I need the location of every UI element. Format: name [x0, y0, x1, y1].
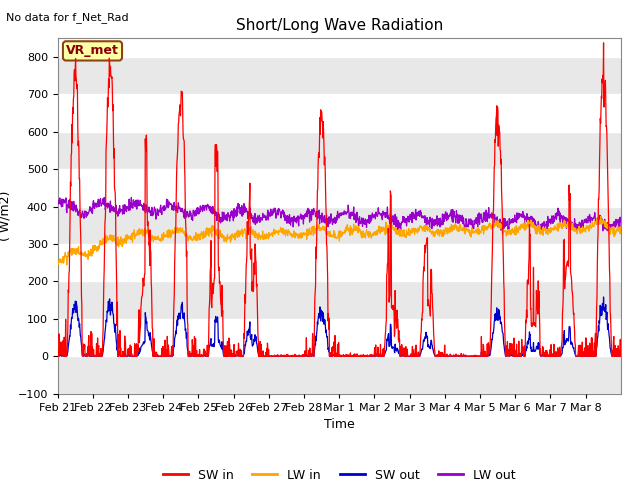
SW out — [142, 314, 150, 320]
LW in — [596, 214, 604, 219]
X-axis label: Time: Time — [324, 418, 355, 431]
Legend: SW in, LW in, SW out, LW out: SW in, LW in, SW out, LW out — [157, 464, 521, 480]
SW out — [617, 353, 625, 359]
SW in — [472, 352, 480, 358]
Bar — [58, 207, 621, 244]
SW out — [314, 322, 321, 327]
SW out — [54, 353, 61, 359]
Bar — [58, 132, 621, 169]
LW in — [617, 224, 625, 230]
LW in — [611, 234, 618, 240]
LW out — [325, 220, 333, 226]
Bar — [58, 281, 621, 319]
LW in — [325, 229, 333, 235]
SW out — [610, 350, 618, 356]
Line: SW in: SW in — [58, 43, 621, 356]
LW out — [473, 221, 481, 227]
SW out — [600, 294, 607, 300]
LW in — [54, 260, 61, 266]
LW out — [611, 218, 618, 224]
SW in — [610, 334, 618, 339]
LW in — [314, 225, 322, 230]
SW in — [555, 353, 563, 359]
Title: Short/Long Wave Radiation: Short/Long Wave Radiation — [236, 18, 443, 33]
LW out — [314, 209, 322, 215]
SW out — [555, 353, 563, 359]
LW out — [142, 205, 150, 211]
Line: LW in: LW in — [58, 216, 621, 265]
SW in — [324, 311, 332, 316]
LW out — [617, 216, 625, 222]
LW out — [54, 202, 61, 208]
Line: LW out: LW out — [58, 197, 621, 232]
SW in — [54, 353, 61, 359]
Text: No data for f_Net_Rad: No data for f_Net_Rad — [6, 12, 129, 23]
SW out — [324, 345, 332, 351]
SW out — [472, 353, 480, 359]
LW in — [472, 228, 480, 234]
LW out — [127, 194, 135, 200]
SW in — [617, 353, 625, 359]
Text: VR_met: VR_met — [66, 44, 119, 58]
LW in — [142, 228, 150, 234]
LW in — [63, 262, 70, 268]
Bar — [58, 57, 621, 95]
Line: SW out: SW out — [58, 297, 621, 356]
LW in — [555, 221, 563, 227]
Bar — [58, 356, 621, 394]
SW in — [600, 40, 607, 46]
LW out — [556, 208, 563, 214]
LW out — [392, 229, 400, 235]
Y-axis label: ( W/m2): ( W/m2) — [0, 191, 12, 241]
SW in — [142, 148, 150, 154]
SW in — [314, 186, 321, 192]
